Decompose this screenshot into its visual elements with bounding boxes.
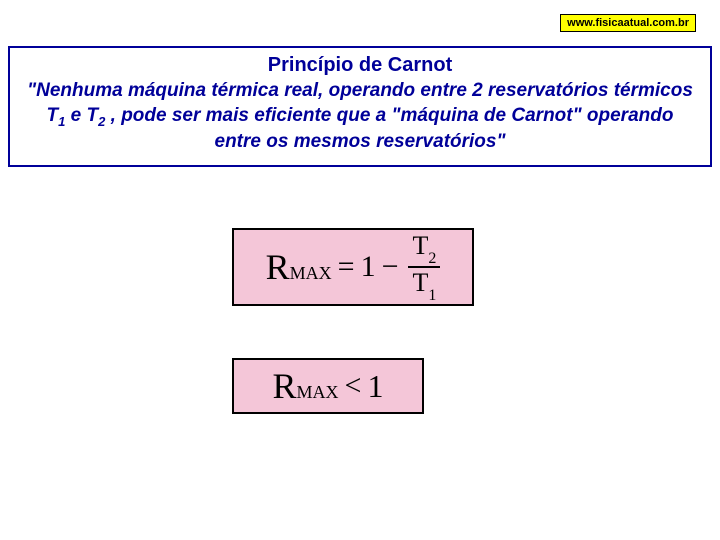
formula1-denominator: T1 bbox=[408, 268, 440, 301]
principle-statement: "Nenhuma máquina térmica real, operando … bbox=[22, 79, 698, 155]
formula1-sub: MAX bbox=[290, 263, 332, 284]
formula2-lessthan: < bbox=[345, 369, 362, 403]
formula-rmax-inequality: R MAX < 1 bbox=[232, 358, 424, 414]
formula1-fraction: T2 T1 bbox=[408, 233, 440, 301]
formula1-den-T: T bbox=[412, 268, 428, 297]
formula2-one: 1 bbox=[367, 368, 383, 405]
principle-title: Princípio de Carnot bbox=[22, 54, 698, 77]
formula2-R: R bbox=[273, 365, 297, 407]
formula2-sub: MAX bbox=[297, 382, 339, 403]
formula1-one: 1 bbox=[361, 250, 376, 284]
formula1-minus: − bbox=[382, 250, 399, 284]
principle-text-mid: e T bbox=[65, 105, 98, 126]
formula1-num-T: T bbox=[412, 231, 428, 260]
url-badge: www.fisicaatual.com.br bbox=[560, 14, 696, 32]
principle-text-2: , pode ser mais eficiente que a "máquina… bbox=[105, 105, 673, 153]
formula1-den-sub: 1 bbox=[428, 287, 436, 304]
formula1-numerator: T2 bbox=[408, 233, 440, 268]
formula1-num-sub: 2 bbox=[428, 250, 436, 267]
formula1-equals: = bbox=[338, 250, 355, 284]
formula-rmax-equation: R MAX = 1 − T2 T1 bbox=[232, 228, 474, 306]
principle-box: Princípio de Carnot "Nenhuma máquina tér… bbox=[8, 46, 712, 167]
formula1-R: R bbox=[266, 246, 290, 288]
